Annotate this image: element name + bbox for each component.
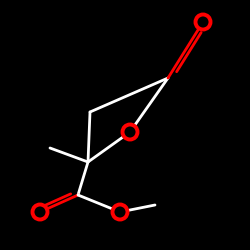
Circle shape (112, 204, 128, 220)
Circle shape (122, 124, 138, 140)
Circle shape (196, 14, 210, 30)
Circle shape (32, 204, 48, 220)
